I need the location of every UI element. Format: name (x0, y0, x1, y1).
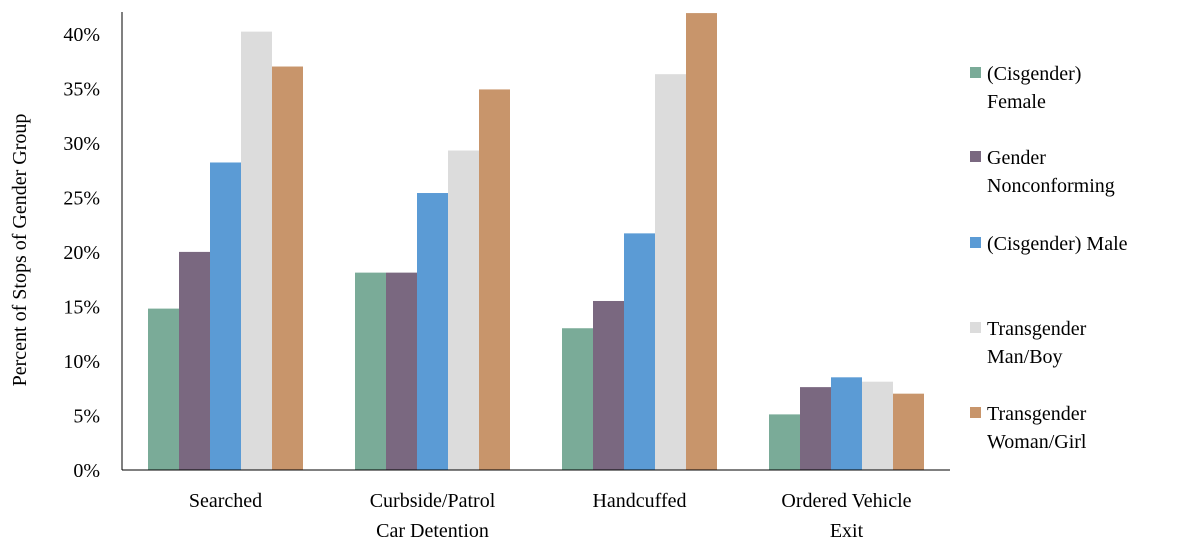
bar (562, 328, 593, 470)
y-tick-label: 35% (63, 78, 100, 100)
bar (272, 66, 303, 471)
legend-swatch (970, 407, 981, 418)
bar (769, 414, 800, 470)
y-tick-label: 40% (63, 24, 100, 46)
legend-item: Gender Nonconforming (970, 144, 1115, 200)
bar (593, 300, 624, 470)
y-tick-label: 15% (63, 296, 100, 318)
bar (624, 233, 655, 470)
bar (686, 13, 717, 470)
bar (386, 272, 417, 470)
legend-item: Transgender Woman/Girl (970, 400, 1086, 456)
legend-item: (Cisgender) Female (970, 60, 1081, 116)
category-labels: Searched Curbside/Patrol Car Detention Hand… (189, 490, 912, 542)
bar (417, 193, 448, 470)
bar (655, 74, 686, 471)
legend-label: (Cisgender) Male (987, 233, 1128, 255)
bar (800, 387, 831, 470)
legend-swatch (970, 237, 981, 248)
y-tick-label: 5% (73, 405, 100, 427)
category-label: Searched (189, 490, 262, 512)
bar (210, 162, 241, 470)
y-tick-labels: 0% 5% 10% 15% 20% 25% 30% 35% 40% (63, 24, 100, 482)
legend-item: Transgender Man/Boy (970, 315, 1086, 371)
y-tick-label: 20% (63, 242, 100, 264)
bar (355, 272, 386, 470)
bar (862, 381, 893, 470)
legend-item: (Cisgender) Male (970, 230, 1128, 258)
bar (831, 377, 862, 470)
legend-swatch (970, 67, 981, 78)
legend-label: Gender Nonconforming (987, 147, 1115, 197)
bar (148, 308, 179, 470)
category-label: Ordered Vehicle Exit (781, 490, 911, 542)
category-label: Handcuffed (592, 490, 686, 512)
y-tick-label: 25% (63, 187, 100, 209)
legend-label: (Cisgender) Female (987, 63, 1082, 113)
legend-swatch (970, 151, 981, 162)
legend-label: Transgender Man/Boy (987, 318, 1087, 368)
category-label: Curbside/Patrol Car Detention (370, 490, 496, 542)
legend-label: Transgender Woman/Girl (987, 403, 1087, 453)
bar (893, 393, 924, 470)
bar (179, 251, 210, 470)
bar (448, 150, 479, 470)
bars (148, 13, 924, 471)
bar (479, 89, 510, 470)
y-tick-label: 0% (73, 460, 100, 482)
legend-swatch (970, 322, 981, 333)
bar (241, 31, 272, 470)
bar-chart: Percent of Stops of Gender Group 0% 5% 10%… (9, 12, 950, 542)
y-tick-label: 10% (63, 351, 100, 373)
y-axis-title: Percent of Stops of Gender Group (9, 114, 31, 387)
y-tick-label: 30% (63, 133, 100, 155)
